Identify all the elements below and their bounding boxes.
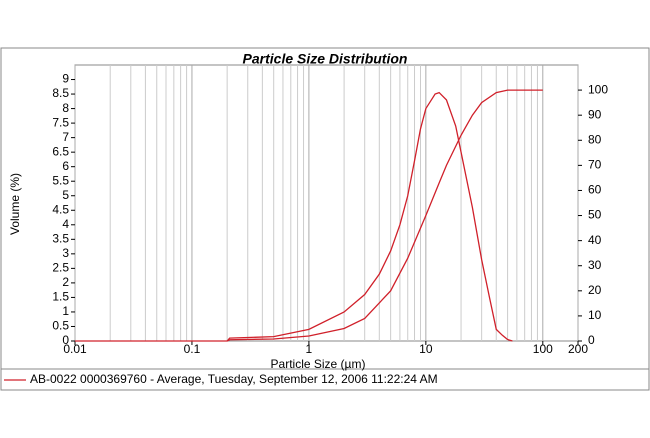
y2-tick-label: 50 bbox=[588, 208, 602, 222]
y-tick-label: 7 bbox=[62, 130, 69, 144]
frame bbox=[0, 47, 650, 391]
y2-tick-label: 40 bbox=[588, 233, 602, 247]
y-tick-label: 4.5 bbox=[52, 202, 69, 216]
y-tick-label: 5.5 bbox=[52, 173, 69, 187]
y2-tick-label: 90 bbox=[588, 107, 602, 121]
y-axis-title: Volume (%) bbox=[8, 173, 22, 235]
y-tick-label: 1.5 bbox=[52, 290, 69, 304]
y-tick-label: 5 bbox=[62, 188, 69, 202]
y-tick-label: 2 bbox=[62, 275, 69, 289]
y2-tick-label: 100 bbox=[588, 82, 608, 96]
x-axis-title: Particle Size (µm) bbox=[271, 357, 366, 371]
y-tick-label: 6.5 bbox=[52, 144, 69, 158]
y2-tick-label: 20 bbox=[588, 283, 602, 297]
x-tick-label: 0.01 bbox=[63, 342, 87, 356]
x-tick-label: 200 bbox=[568, 342, 588, 356]
plot-area bbox=[74, 64, 579, 342]
x-tick-label: 100 bbox=[533, 342, 553, 356]
series-line bbox=[226, 89, 543, 342]
legend-label: AB-0022 0000369760 - Average, Tuesday, S… bbox=[30, 372, 438, 386]
y-tick-label: 8 bbox=[62, 101, 69, 115]
x-tick-label: 1 bbox=[306, 342, 313, 356]
chart-title: Particle Size Distribution bbox=[243, 51, 408, 67]
y-tick-label: 1 bbox=[62, 304, 69, 318]
series-line bbox=[75, 91, 513, 342]
y-tick-label: 4 bbox=[62, 217, 69, 231]
y-tick-label: 3 bbox=[62, 246, 69, 260]
y-tick-label: 9 bbox=[62, 72, 69, 86]
x-tick-label: 10 bbox=[419, 342, 433, 356]
y2-tick-label: 0 bbox=[588, 333, 595, 347]
y2-tick-label: 10 bbox=[588, 308, 602, 322]
y-tick-label: 0.5 bbox=[52, 319, 69, 333]
y2-tick-label: 30 bbox=[588, 258, 602, 272]
y-tick-label: 3.5 bbox=[52, 231, 69, 245]
y-tick-label: 7.5 bbox=[52, 115, 69, 129]
y-tick-label: 0 bbox=[62, 333, 69, 347]
y2-tick-label: 60 bbox=[588, 183, 602, 197]
y-tick-label: 2.5 bbox=[52, 261, 69, 275]
y2-tick-label: 80 bbox=[588, 132, 602, 146]
x-tick-label: 0.1 bbox=[184, 342, 201, 356]
y-tick-label: 6 bbox=[62, 159, 69, 173]
y2-tick-label: 70 bbox=[588, 158, 602, 172]
y-tick-label: 8.5 bbox=[52, 86, 69, 100]
